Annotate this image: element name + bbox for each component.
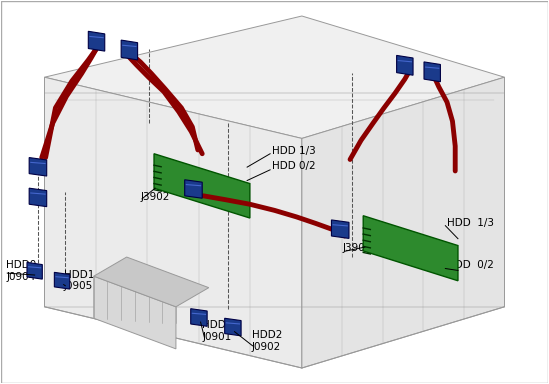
Polygon shape — [184, 180, 202, 198]
Text: HDD3
J0901: HDD3 J0901 — [202, 320, 233, 342]
Polygon shape — [94, 257, 209, 307]
Polygon shape — [29, 188, 47, 207]
Polygon shape — [44, 16, 505, 139]
Polygon shape — [29, 157, 47, 176]
Polygon shape — [88, 31, 105, 51]
Text: HDD 1/3: HDD 1/3 — [272, 146, 316, 156]
Text: HDD  1/3: HDD 1/3 — [447, 218, 494, 228]
Polygon shape — [191, 309, 207, 326]
Polygon shape — [332, 220, 349, 238]
Text: HDD1
J0905: HDD1 J0905 — [64, 270, 94, 291]
Polygon shape — [94, 276, 176, 349]
Polygon shape — [424, 62, 440, 82]
Polygon shape — [54, 272, 70, 289]
Polygon shape — [121, 40, 138, 60]
Polygon shape — [154, 154, 250, 218]
Text: J3902: J3902 — [141, 192, 170, 202]
Text: J3901: J3901 — [343, 243, 372, 253]
Text: HDD0
J0904: HDD0 J0904 — [6, 260, 36, 282]
Text: HDD  0/2: HDD 0/2 — [447, 260, 494, 270]
Polygon shape — [302, 77, 505, 368]
Polygon shape — [363, 216, 458, 281]
Polygon shape — [225, 318, 241, 336]
Text: HDD 0/2: HDD 0/2 — [272, 161, 315, 171]
Text: HDD2
J0902: HDD2 J0902 — [251, 330, 282, 351]
Polygon shape — [396, 55, 413, 75]
Polygon shape — [44, 77, 302, 368]
Polygon shape — [27, 262, 42, 279]
